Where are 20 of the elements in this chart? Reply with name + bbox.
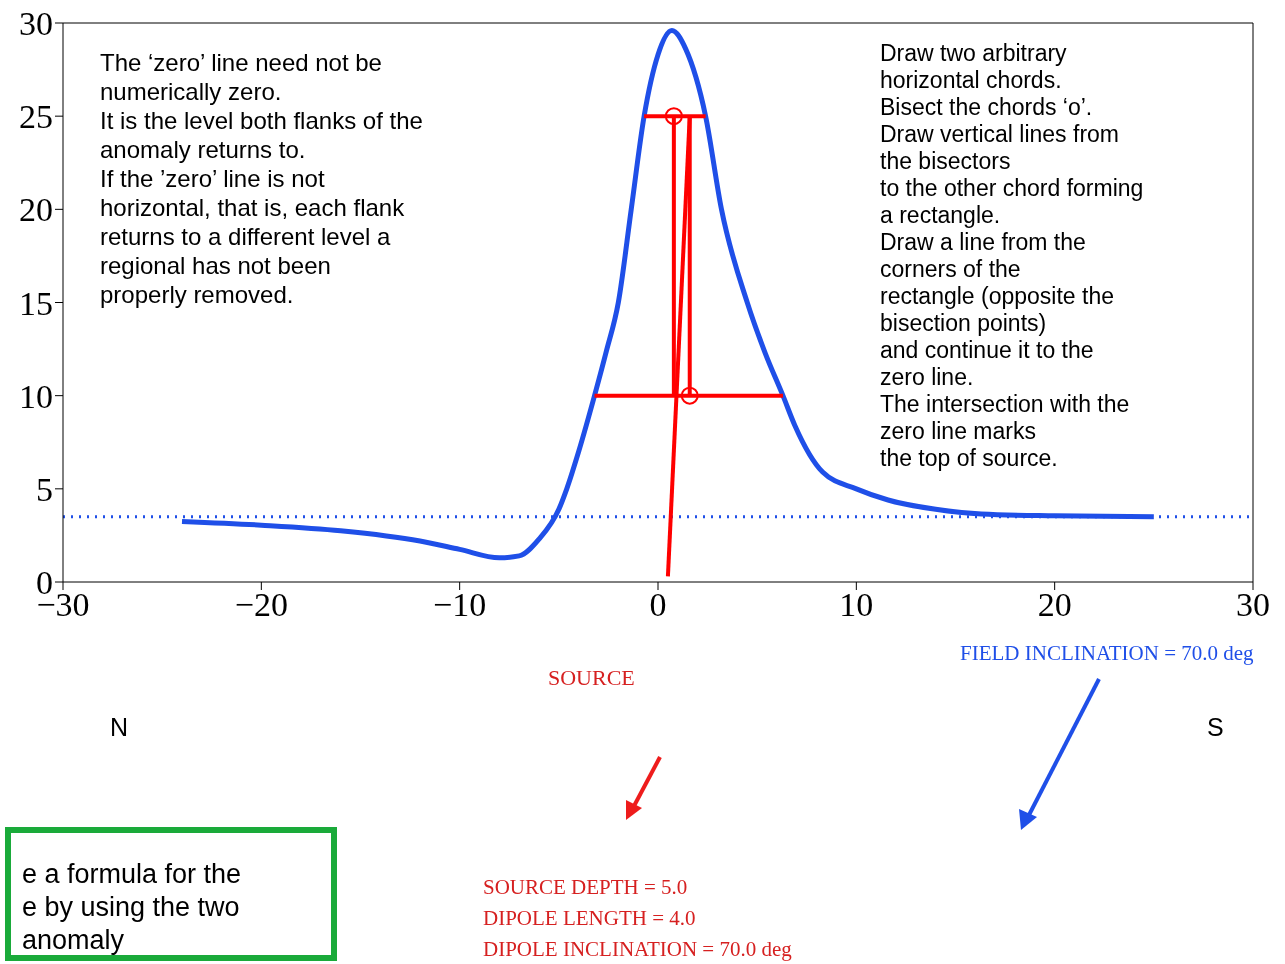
x-tick-label: 30 [1236, 586, 1270, 624]
y-tick-label: 20 [19, 191, 53, 229]
y-tick-label: 25 [19, 98, 53, 136]
text: e a formula for the e by using the two anomaly [22, 858, 242, 957]
text: FIELD INCLINATION = 70.0 deg [960, 640, 1254, 666]
source-note: SOURCE DEPTH = 5.0 DIPOLE LENGTH = 4.0 DIPOLE INCLINATION = 70.0 deg [483, 874, 792, 963]
y-tick-label: 5 [36, 470, 53, 508]
text: N [110, 712, 129, 742]
text: The ‘zero’ line need not be numerically zero. It is the level both flanks of the anomaly returns to. If the ’zero’ line is not horizontal, that is, each flank returns to a different level a regional has not been properly removed. [100, 49, 423, 308]
x-tick-label: 20 [1037, 586, 1072, 624]
text: Draw two arbitrary horizontal chords. Bisect the chords ‘o’. Draw vertical lines from the bisectors to the other chord forming a rectangle. Draw a line from the corners of the rectangle (opposite the bisection points) and continue it to the zero line. The intersection with the zero line marks the top of source. [880, 40, 1144, 471]
x-tick-label: −20 [234, 586, 288, 624]
text: SOURCE [548, 665, 635, 691]
x-tick-label: 10 [839, 586, 874, 624]
text: S [1207, 712, 1224, 742]
x-tick-label: 0 [649, 586, 667, 624]
x-tick-label: −10 [433, 586, 487, 624]
y-tick-label: 10 [19, 377, 53, 415]
y-tick-label: 30 [19, 5, 53, 43]
y-tick-label: 15 [19, 284, 53, 322]
